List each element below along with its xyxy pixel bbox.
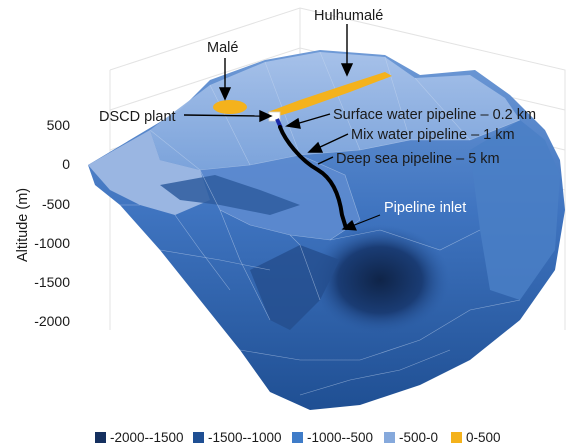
dscd-plant-label: DSCD plant [99, 109, 176, 125]
mix-pipeline-label: Mix water pipeline – 1 km [351, 127, 515, 143]
y-tick: 0 [62, 156, 70, 172]
legend: -2000--1500 -1500--1000 -1000--500 -500-… [95, 430, 501, 445]
terrain-deep-basin [310, 225, 450, 335]
hulhumale-label: Hulhumalé [314, 8, 383, 24]
legend-label: -500-0 [399, 430, 438, 445]
legend-label: -1500--1000 [208, 430, 282, 445]
legend-label: -1000--500 [307, 430, 373, 445]
terrain-plateau [150, 52, 520, 170]
y-tick: -2000 [34, 313, 70, 329]
legend-swatch [95, 432, 106, 443]
terrain-trench [250, 245, 340, 330]
pipeline-inlet-label: Pipeline inlet [384, 200, 466, 216]
y-tick: -1000 [34, 235, 70, 251]
legend-label: 0-500 [466, 430, 501, 445]
terrain-right-wall [470, 120, 560, 300]
y-tick: 500 [47, 117, 71, 133]
y-tick: -1500 [34, 274, 70, 290]
y-tick: -500 [42, 196, 70, 212]
deep-sea-pipeline-label: Deep sea pipeline – 5 km [336, 151, 500, 167]
bathymetry-surface [88, 50, 565, 410]
surface-pipeline-label: Surface water pipeline – 0.2 km [333, 107, 536, 123]
annotation-arrows [183, 24, 354, 165]
deep-sea-pipeline-line [278, 125, 348, 230]
legend-swatch [193, 432, 204, 443]
male-island [213, 100, 247, 114]
legend-swatch [384, 432, 395, 443]
y-axis-label: Altitude (m) [15, 188, 31, 262]
legend-label: -2000--1500 [110, 430, 184, 445]
male-label: Malé [207, 40, 238, 56]
legend-swatch [292, 432, 303, 443]
pipeline-inlet-arrow [341, 214, 381, 231]
legend-swatch [451, 432, 462, 443]
terrain-ridge [160, 175, 300, 215]
y-axis-ticks: 500 0 -500 -1000 -1500 -2000 [34, 117, 70, 329]
hulhumale-island [268, 72, 392, 118]
